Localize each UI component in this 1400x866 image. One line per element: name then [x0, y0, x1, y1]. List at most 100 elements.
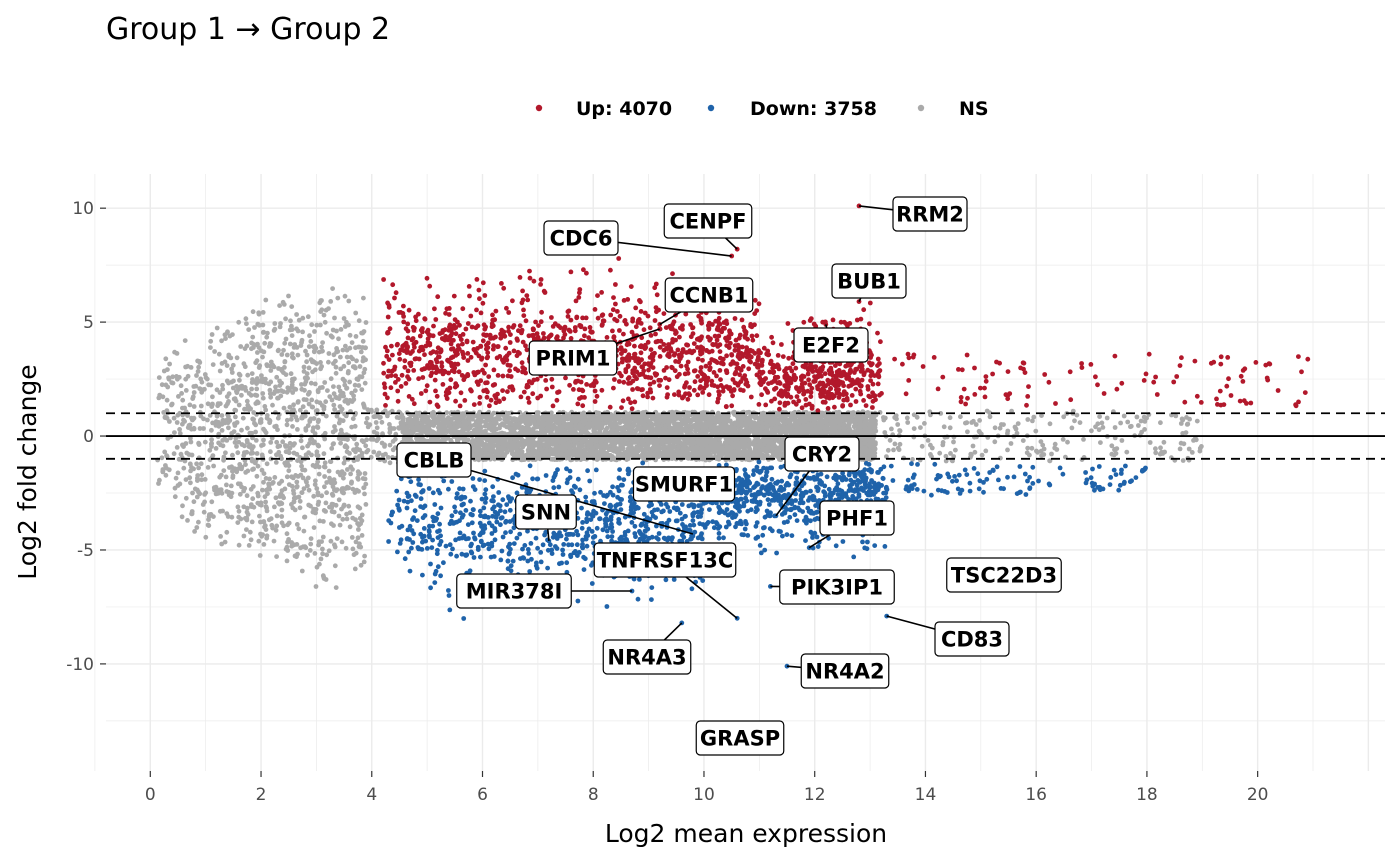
point-ns	[298, 343, 304, 348]
point-ns	[296, 317, 302, 323]
point-ns	[302, 467, 308, 473]
point-ns	[271, 328, 277, 333]
point-ns	[254, 451, 260, 456]
point-ns	[327, 459, 333, 464]
point-ns	[363, 320, 369, 325]
point-ns	[589, 421, 595, 427]
point-ns	[281, 302, 287, 307]
point-ns	[261, 519, 267, 524]
point-ns	[319, 344, 324, 350]
point-ns	[199, 472, 205, 478]
point-ns	[177, 431, 183, 436]
point-ns	[188, 439, 194, 445]
point-ns	[332, 407, 337, 412]
point-ns	[321, 312, 327, 318]
point-ns	[209, 332, 215, 337]
point-ns	[245, 372, 251, 378]
point-ns	[231, 378, 236, 384]
point-ns	[174, 420, 180, 425]
point-ns	[359, 330, 364, 336]
point-ns	[359, 512, 365, 518]
point-ns	[279, 352, 285, 357]
point-ns	[177, 427, 183, 432]
point-ns	[290, 376, 295, 382]
point-ns	[241, 533, 247, 539]
point-ns	[238, 344, 244, 349]
point-ns	[272, 504, 277, 510]
point-ns	[347, 510, 353, 516]
point-ns	[209, 437, 215, 442]
point-ns	[241, 504, 247, 510]
point-ns	[298, 438, 304, 444]
point-ns	[202, 492, 208, 497]
point-ns	[195, 369, 201, 374]
point-ns	[224, 438, 230, 443]
point-ns	[351, 552, 357, 558]
point-ns	[315, 502, 321, 507]
point-ns	[316, 542, 321, 548]
point-ns	[281, 405, 287, 411]
point-ns	[263, 297, 269, 303]
point-ns	[230, 468, 235, 474]
point-ns	[236, 542, 242, 548]
point-ns	[240, 415, 246, 421]
point-ns	[361, 370, 367, 376]
point-ns	[270, 402, 275, 408]
point-ns	[349, 340, 355, 345]
point-ns	[398, 420, 404, 426]
point-ns	[338, 327, 344, 332]
point-ns	[244, 321, 249, 327]
point-ns	[297, 498, 303, 504]
point-ns	[308, 536, 314, 541]
point-ns	[195, 473, 201, 478]
point-ns	[248, 486, 254, 492]
point-ns	[347, 379, 352, 385]
point-ns	[297, 505, 303, 511]
point-ns	[276, 347, 281, 353]
point-ns	[361, 401, 366, 407]
point-ns	[331, 441, 336, 446]
point-ns	[161, 410, 167, 415]
point-ns	[236, 508, 242, 514]
point-ns	[271, 538, 277, 544]
point-ns	[299, 337, 305, 343]
point-ns	[346, 298, 352, 304]
point-ns	[330, 286, 335, 291]
point-ns	[171, 415, 177, 421]
point-ns	[289, 483, 295, 489]
point-ns	[333, 358, 338, 364]
point-ns	[261, 437, 266, 443]
point-ns	[208, 345, 213, 350]
legend-dot-ns	[917, 104, 925, 112]
point-ns	[353, 310, 359, 316]
point-ns	[210, 394, 215, 400]
point-ns	[187, 461, 193, 467]
point-ns	[199, 389, 205, 395]
point-ns	[326, 468, 332, 474]
point-ns	[289, 333, 295, 338]
point-ns	[302, 387, 307, 393]
point-ns	[242, 364, 248, 370]
point-ns	[245, 425, 250, 431]
point-ns	[247, 529, 253, 535]
point-ns	[341, 460, 347, 466]
point-ns	[286, 293, 291, 299]
point-ns	[209, 404, 215, 409]
point-ns	[302, 375, 308, 381]
point-ns	[330, 429, 336, 435]
point-ns	[229, 490, 235, 496]
point-ns	[183, 364, 189, 370]
point-ns	[243, 316, 249, 322]
point-ns	[284, 352, 290, 358]
point-ns	[237, 491, 243, 497]
point-ns	[294, 451, 300, 457]
point-ns	[333, 585, 339, 590]
point-ns	[359, 387, 365, 392]
point-ns	[355, 535, 361, 541]
point-ns	[326, 548, 332, 554]
point-ns	[350, 416, 356, 422]
point-ns	[301, 364, 307, 370]
point-ns	[305, 552, 310, 558]
point-ns	[344, 385, 350, 391]
point-ns	[699, 456, 705, 462]
